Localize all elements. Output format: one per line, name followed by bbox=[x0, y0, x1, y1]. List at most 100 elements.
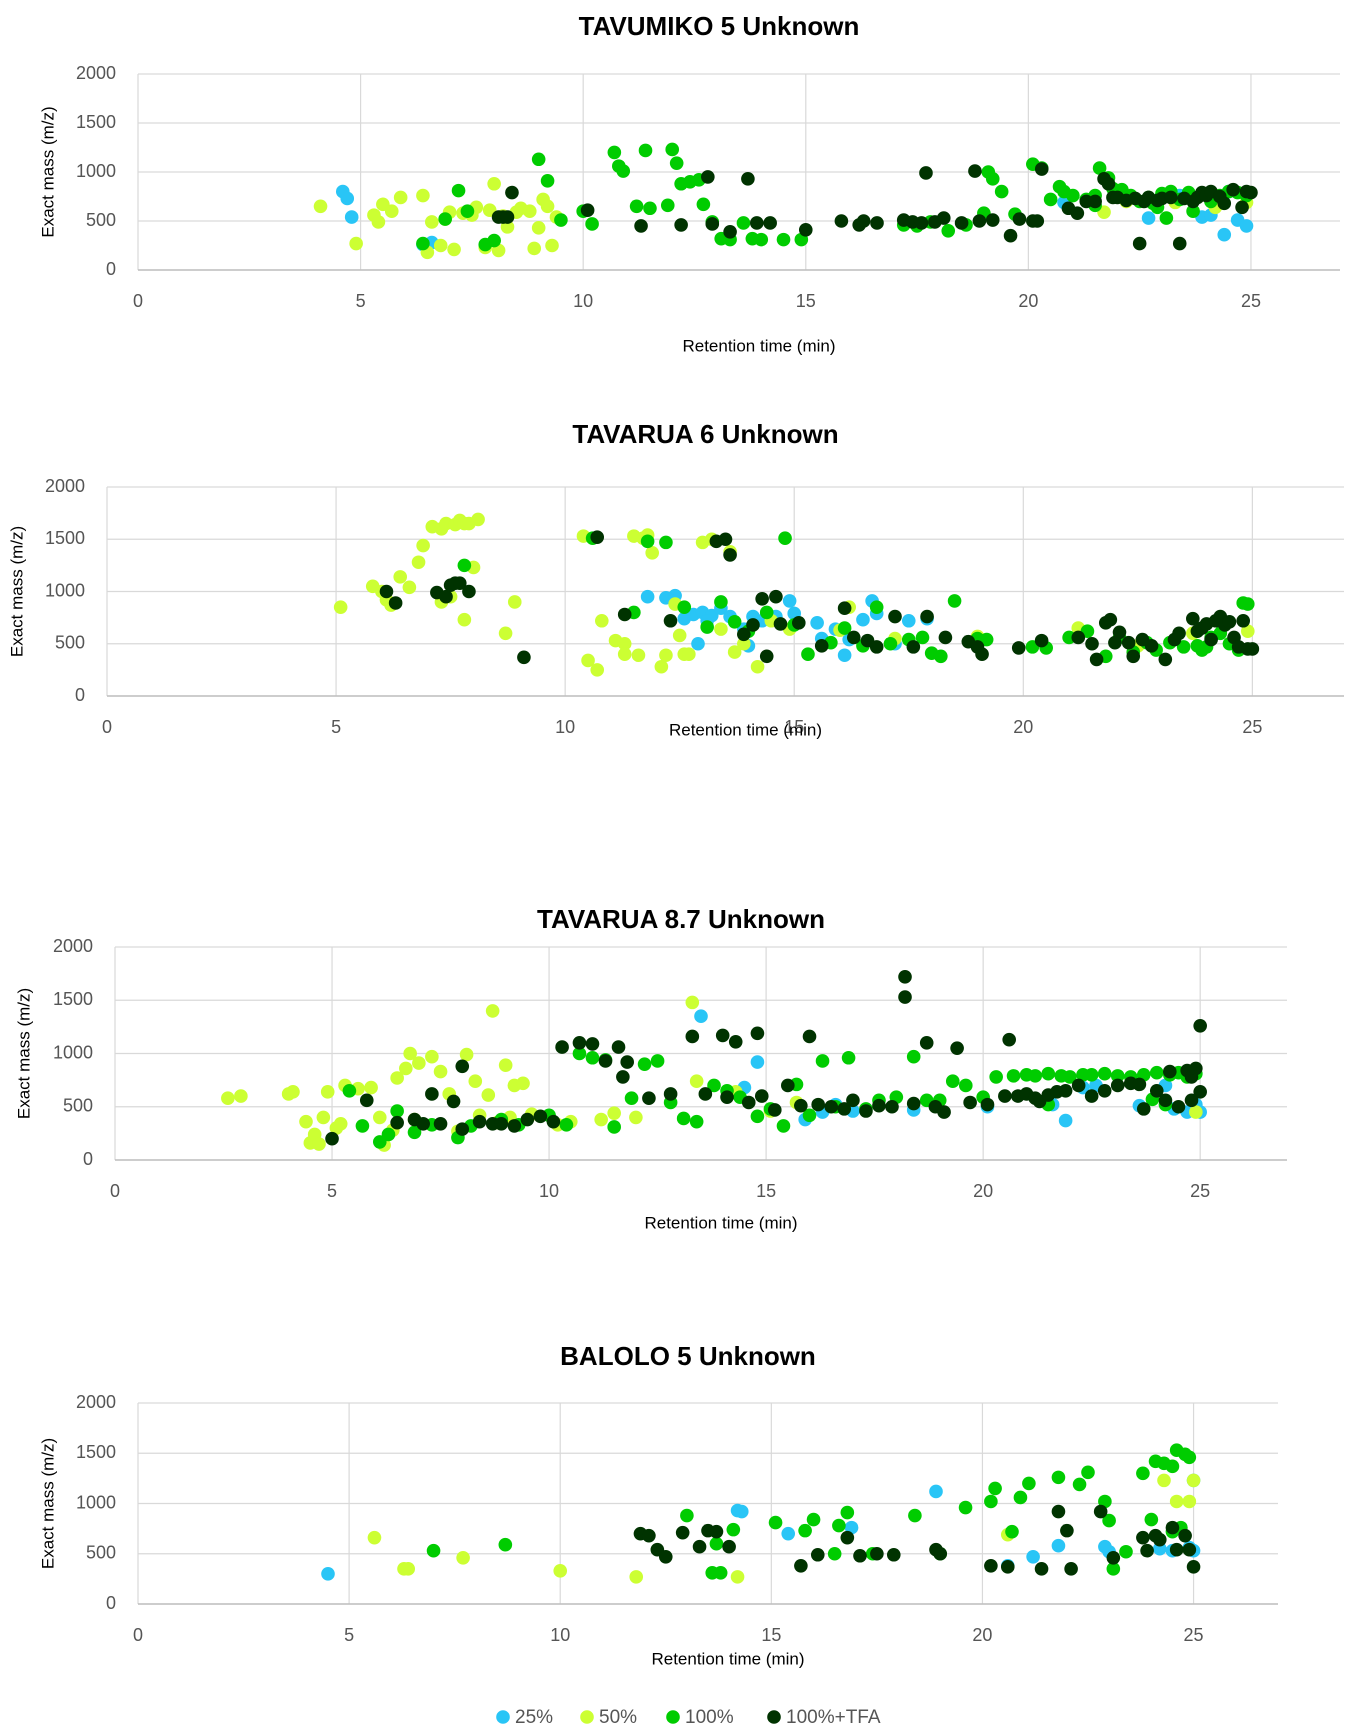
data-point bbox=[727, 615, 742, 629]
data-point bbox=[460, 204, 475, 218]
data-point bbox=[585, 1037, 600, 1051]
data-point bbox=[680, 1508, 694, 1523]
series-100%+TFA bbox=[379, 530, 1260, 667]
series-50% bbox=[313, 176, 1254, 260]
x-tick-label: 20 bbox=[1018, 291, 1038, 311]
data-point bbox=[1189, 1105, 1203, 1119]
data-point bbox=[689, 1114, 704, 1129]
data-point bbox=[1141, 211, 1156, 225]
data-point bbox=[1182, 1542, 1197, 1557]
data-point bbox=[629, 199, 644, 214]
data-point bbox=[412, 1056, 426, 1070]
data-point bbox=[585, 1050, 600, 1065]
data-point bbox=[507, 595, 522, 609]
data-point bbox=[1235, 200, 1249, 215]
legend-marker bbox=[666, 1710, 680, 1724]
data-point bbox=[792, 616, 806, 630]
y-axis-label: Exact mass (m/z) bbox=[38, 1438, 57, 1569]
x-axis-label: Retention time (min) bbox=[644, 1213, 797, 1232]
data-point bbox=[798, 223, 813, 237]
data-point bbox=[802, 1108, 817, 1123]
x-tick-label: 0 bbox=[110, 1181, 120, 1201]
legend: 25% 50% 100% 100%+TFA bbox=[496, 1707, 881, 1728]
data-point bbox=[730, 1570, 745, 1584]
data-point bbox=[1186, 1560, 1201, 1574]
data-point bbox=[811, 1097, 825, 1112]
legend-label: 100% bbox=[685, 1707, 734, 1728]
data-point bbox=[1101, 176, 1116, 191]
data-point bbox=[1186, 204, 1200, 218]
data-point bbox=[938, 630, 953, 645]
data-point bbox=[1149, 1083, 1164, 1098]
data-point bbox=[598, 1054, 613, 1068]
data-point bbox=[870, 1546, 884, 1561]
data-point bbox=[728, 1034, 743, 1049]
data-point bbox=[650, 1054, 665, 1068]
data-point bbox=[869, 600, 884, 614]
data-point bbox=[553, 1564, 568, 1578]
data-point bbox=[898, 990, 912, 1004]
data-point bbox=[607, 1106, 621, 1120]
data-point bbox=[776, 1119, 791, 1133]
data-point bbox=[416, 188, 430, 203]
data-point bbox=[1103, 612, 1118, 627]
data-point bbox=[1034, 1562, 1049, 1576]
data-point bbox=[841, 1050, 856, 1065]
data-point bbox=[994, 184, 1009, 199]
data-point bbox=[1089, 652, 1104, 667]
data-point bbox=[1043, 192, 1058, 207]
data-point bbox=[984, 1559, 998, 1573]
data-point bbox=[1136, 1466, 1150, 1481]
legend-label: 100%+TFA bbox=[786, 1707, 881, 1728]
data-point bbox=[1051, 1504, 1066, 1519]
data-point bbox=[594, 1112, 608, 1127]
data-point bbox=[689, 1074, 704, 1088]
data-point bbox=[379, 584, 394, 599]
data-point bbox=[629, 1570, 644, 1584]
data-point bbox=[617, 636, 632, 651]
data-point bbox=[367, 1530, 382, 1545]
data-point bbox=[985, 172, 1000, 186]
data-point bbox=[631, 648, 646, 663]
data-point bbox=[1034, 633, 1049, 648]
data-point bbox=[856, 214, 871, 228]
data-point bbox=[320, 1085, 335, 1099]
data-point bbox=[958, 1078, 973, 1093]
data-point bbox=[498, 1537, 513, 1552]
data-point bbox=[384, 204, 399, 218]
data-point bbox=[1172, 236, 1187, 251]
data-point bbox=[1081, 1465, 1095, 1480]
data-point bbox=[1244, 185, 1258, 200]
data-point bbox=[462, 584, 476, 599]
data-point bbox=[898, 970, 912, 984]
data-point bbox=[663, 1087, 678, 1101]
y-tick-label: 2000 bbox=[45, 476, 85, 496]
series-100%+TFA bbox=[633, 1504, 1201, 1576]
data-point bbox=[342, 1083, 357, 1098]
data-point bbox=[390, 1115, 404, 1130]
data-point bbox=[734, 1504, 749, 1519]
data-point bbox=[416, 236, 430, 251]
y-tick-label: 1500 bbox=[76, 1442, 116, 1462]
data-point bbox=[1030, 214, 1045, 228]
data-point bbox=[794, 1098, 808, 1113]
data-point bbox=[1028, 1069, 1043, 1083]
data-point bbox=[945, 1074, 960, 1088]
data-point bbox=[741, 1095, 756, 1110]
data-point bbox=[998, 1089, 1012, 1103]
data-point bbox=[1186, 611, 1200, 626]
x-tick-label: 25 bbox=[1242, 717, 1262, 737]
legend-label: 25% bbox=[515, 1707, 553, 1728]
data-point bbox=[824, 1099, 839, 1114]
data-point bbox=[637, 1057, 652, 1071]
data-point bbox=[853, 1548, 867, 1563]
data-point bbox=[929, 1484, 943, 1499]
data-point bbox=[455, 1059, 470, 1074]
data-point bbox=[781, 1526, 796, 1541]
data-point bbox=[802, 1029, 817, 1044]
data-point bbox=[713, 1566, 728, 1580]
data-point bbox=[500, 210, 515, 224]
data-point bbox=[616, 164, 631, 178]
data-point bbox=[471, 512, 485, 527]
